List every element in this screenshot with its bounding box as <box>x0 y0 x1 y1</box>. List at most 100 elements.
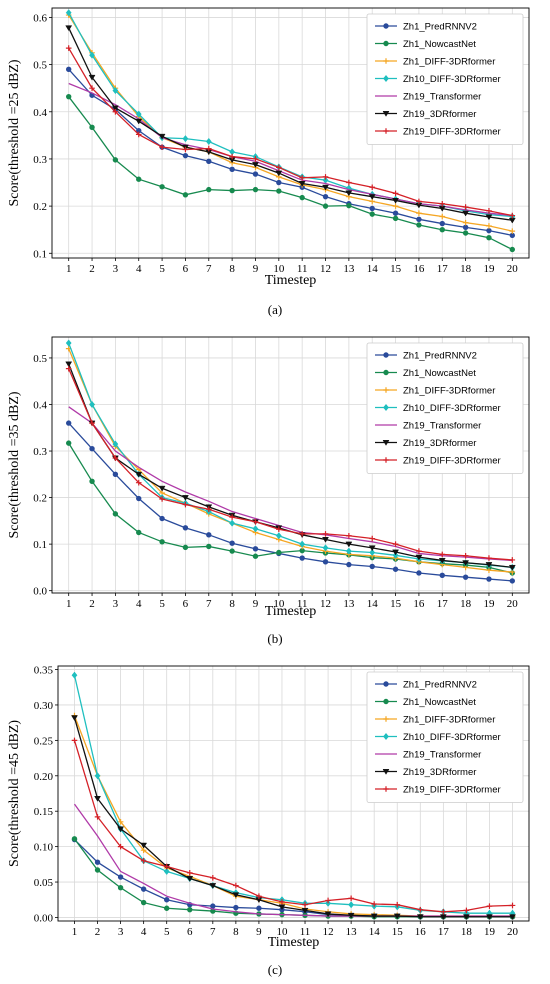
data-point <box>65 361 73 368</box>
x-tick-label: 4 <box>136 598 142 610</box>
chart-panel-1: 1 2 3 4 5 6 7 8 9 10 11 12 13 14 15 16 17 18 19 20Timestep0… <box>7 7 530 317</box>
data-point <box>486 914 493 921</box>
legend-marker <box>383 403 389 412</box>
data-point <box>206 532 212 538</box>
data-point <box>369 563 375 570</box>
panel-caption: (b) <box>267 631 282 646</box>
data-point <box>368 545 376 552</box>
legend-entry: Zh19_Transformer <box>403 92 481 103</box>
x-tick-label: 1 <box>66 263 72 275</box>
data-point <box>71 737 78 744</box>
data-point <box>233 904 239 911</box>
y-tick-label: 0.5 <box>33 353 47 365</box>
legend-marker <box>383 23 389 29</box>
x-tick-label: 19 <box>483 598 495 610</box>
legend: Zh1_PredRNNV2 Zh1_NowcastNet Zh1_DIFF-3DRf… <box>366 13 524 145</box>
data-point <box>439 213 446 220</box>
data-point <box>136 495 142 502</box>
data-point <box>158 133 166 140</box>
x-tick-label: 7 <box>206 263 212 275</box>
series-line-1 <box>68 422 513 582</box>
x-tick-label: 13 <box>346 926 358 938</box>
data-point <box>112 455 119 461</box>
data-point <box>210 874 216 881</box>
data-point <box>322 544 329 552</box>
x-axis-label: Timestep <box>268 935 320 950</box>
x-axis: 1 2 3 4 5 6 7 8 9 10 11 12 13 14 15 16 17 18 19 20 <box>66 258 518 275</box>
data-point <box>392 210 399 216</box>
legend-marker <box>383 387 389 393</box>
x-tick-label: 4 <box>136 263 142 275</box>
series-line-7 <box>73 740 513 913</box>
data-point <box>232 892 240 899</box>
data-point <box>206 186 212 193</box>
data-point <box>205 506 212 513</box>
x-tick-label: 14 <box>367 263 379 275</box>
data-point <box>229 514 235 520</box>
data-point <box>301 907 309 914</box>
y-axis: 0.0 0.1 0.2 0.3 0.4 0.5 <box>33 353 52 598</box>
data-point <box>276 164 282 171</box>
y-tick-label: 0.10 <box>34 842 54 854</box>
data-point <box>439 551 446 558</box>
x-tick-label: 14 <box>367 598 379 610</box>
y-tick-label: 0.2 <box>33 201 47 213</box>
data-point <box>416 548 422 554</box>
data-point <box>65 440 72 446</box>
legend: Zh1_PredRNNV2 Zh1_NowcastNet Zh1_DIFF-3DRf… <box>366 342 524 474</box>
x-tick-label: 9 <box>253 598 259 610</box>
x-tick-label: 2 <box>95 926 101 938</box>
data-point <box>392 190 399 197</box>
data-point <box>164 905 170 911</box>
data-point <box>415 554 423 561</box>
data-point <box>299 555 305 561</box>
series-line-5 <box>73 803 513 917</box>
data-point <box>439 572 445 579</box>
data-point <box>279 899 285 905</box>
x-tick-label: 10 <box>273 598 285 610</box>
series-line-3 <box>68 348 513 573</box>
y-tick-label: 0.15 <box>34 806 54 818</box>
data-point <box>159 144 165 150</box>
data-point <box>164 897 170 903</box>
data-point <box>65 45 72 51</box>
data-point <box>462 224 469 231</box>
legend-entry: Zh1_DIFF-3DRformer <box>403 386 495 397</box>
data-point <box>89 400 95 409</box>
x-tick-label: 1 <box>66 598 72 610</box>
data-point <box>182 525 189 531</box>
series-line-5 <box>68 82 513 217</box>
data-point <box>89 420 95 426</box>
data-point <box>186 876 194 882</box>
data-point <box>182 192 189 198</box>
data-point <box>117 826 125 833</box>
data-point <box>322 184 329 191</box>
y-axis-label: Score(threshold =45 dBZ) <box>7 720 22 867</box>
data-point <box>117 885 124 891</box>
data-point <box>112 157 119 163</box>
data-point <box>486 903 493 909</box>
series-line-1 <box>74 839 513 918</box>
series-line-6 <box>73 717 513 918</box>
data-point <box>135 118 143 125</box>
legend-entry: Zh10_DIFF-3DRformer <box>403 403 501 414</box>
data-point <box>205 145 212 152</box>
x-tick-label: 15 <box>390 263 402 275</box>
series-line-1 <box>68 68 513 236</box>
legend-box <box>366 13 524 145</box>
data-point <box>181 495 189 501</box>
data-point <box>182 152 189 159</box>
data-point <box>346 561 352 568</box>
data-point <box>163 863 170 870</box>
data-point <box>187 906 193 913</box>
data-point <box>159 496 165 502</box>
data-point <box>392 198 400 204</box>
x-tick-label: 13 <box>343 598 355 610</box>
data-point <box>368 194 376 200</box>
data-point <box>298 181 306 187</box>
data-point <box>65 339 72 347</box>
data-point <box>345 547 352 555</box>
data-point <box>117 819 124 825</box>
x-tick-label: 2 <box>89 263 95 275</box>
x-tick-label: 6 <box>183 598 189 610</box>
